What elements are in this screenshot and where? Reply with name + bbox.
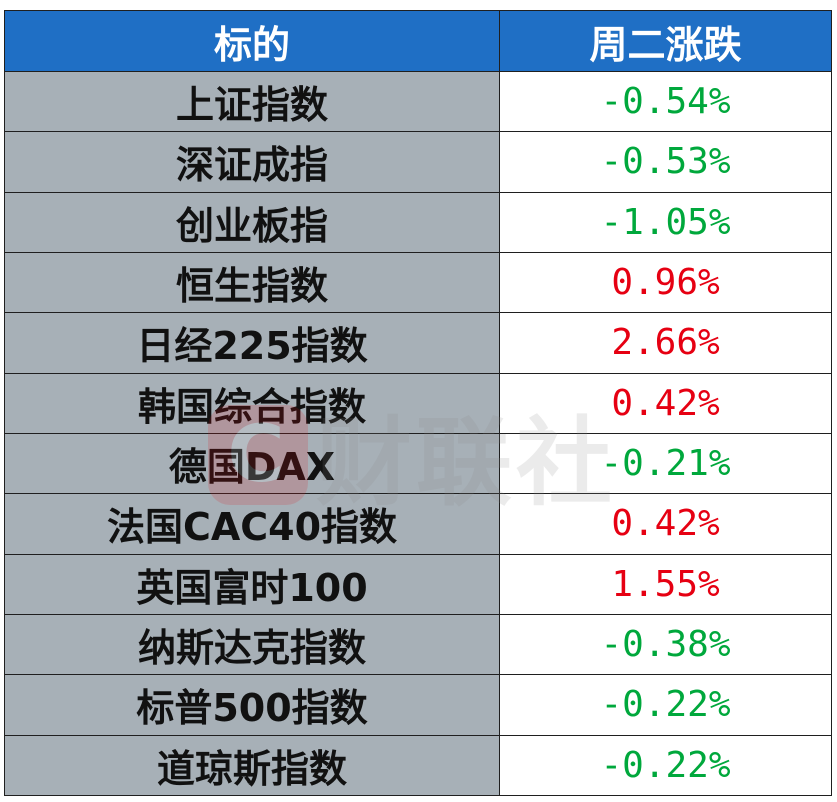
table-row: 日经225指数 2.66% bbox=[4, 312, 832, 374]
index-name: 创业板指 bbox=[4, 191, 500, 253]
index-name: 英国富时100 bbox=[4, 553, 500, 615]
index-change-value: -0.38% bbox=[499, 613, 832, 676]
index-change-value: 0.42% bbox=[499, 493, 832, 555]
table-row: 创业板指 -1.05% bbox=[4, 191, 832, 253]
index-name: 德国DAX bbox=[4, 432, 500, 495]
table-row: 法国CAC40指数 0.42% bbox=[4, 493, 832, 555]
index-change-value: -0.54% bbox=[499, 70, 832, 133]
index-change-value: 1.55% bbox=[499, 553, 832, 615]
header-name: 标的 bbox=[4, 10, 500, 72]
index-name: 道琼斯指数 bbox=[4, 734, 500, 797]
index-name: 上证指数 bbox=[4, 70, 500, 133]
table-row: 德国DAX -0.21% bbox=[4, 432, 832, 495]
index-change-value: -1.05% bbox=[499, 191, 832, 253]
index-name: 法国CAC40指数 bbox=[4, 493, 500, 555]
table-row: 上证指数 -0.54% bbox=[4, 70, 832, 133]
index-name: 纳斯达克指数 bbox=[4, 613, 500, 676]
index-name: 日经225指数 bbox=[4, 312, 500, 374]
index-name: 标普500指数 bbox=[4, 674, 500, 736]
index-change-table: 标的 周二涨跌 上证指数 -0.54% 深证成指 -0.53% 创业板指 -1.05% 恒生… bbox=[4, 10, 832, 797]
index-change-value: -0.22% bbox=[499, 674, 832, 736]
index-name: 恒生指数 bbox=[4, 251, 500, 314]
index-change-value: -0.21% bbox=[499, 432, 832, 495]
table-row: 恒生指数 0.96% bbox=[4, 251, 832, 314]
table-row: 纳斯达克指数 -0.38% bbox=[4, 613, 832, 676]
table-row: 标普500指数 -0.22% bbox=[4, 674, 832, 736]
index-name: 韩国综合指数 bbox=[4, 372, 500, 434]
header-change: 周二涨跌 bbox=[499, 10, 832, 72]
index-change-value: -0.53% bbox=[499, 131, 832, 193]
index-change-value: 0.42% bbox=[499, 372, 832, 434]
index-change-value: 0.96% bbox=[499, 251, 832, 314]
header-row: 标的 周二涨跌 bbox=[4, 10, 832, 72]
index-change-value: 2.66% bbox=[499, 312, 832, 374]
table-row: 深证成指 -0.53% bbox=[4, 131, 832, 193]
table-row: 韩国综合指数 0.42% bbox=[4, 372, 832, 434]
table-row: 道琼斯指数 -0.22% bbox=[4, 734, 832, 797]
index-name: 深证成指 bbox=[4, 131, 500, 193]
table-row: 英国富时100 1.55% bbox=[4, 553, 832, 615]
index-change-value: -0.22% bbox=[499, 734, 832, 797]
